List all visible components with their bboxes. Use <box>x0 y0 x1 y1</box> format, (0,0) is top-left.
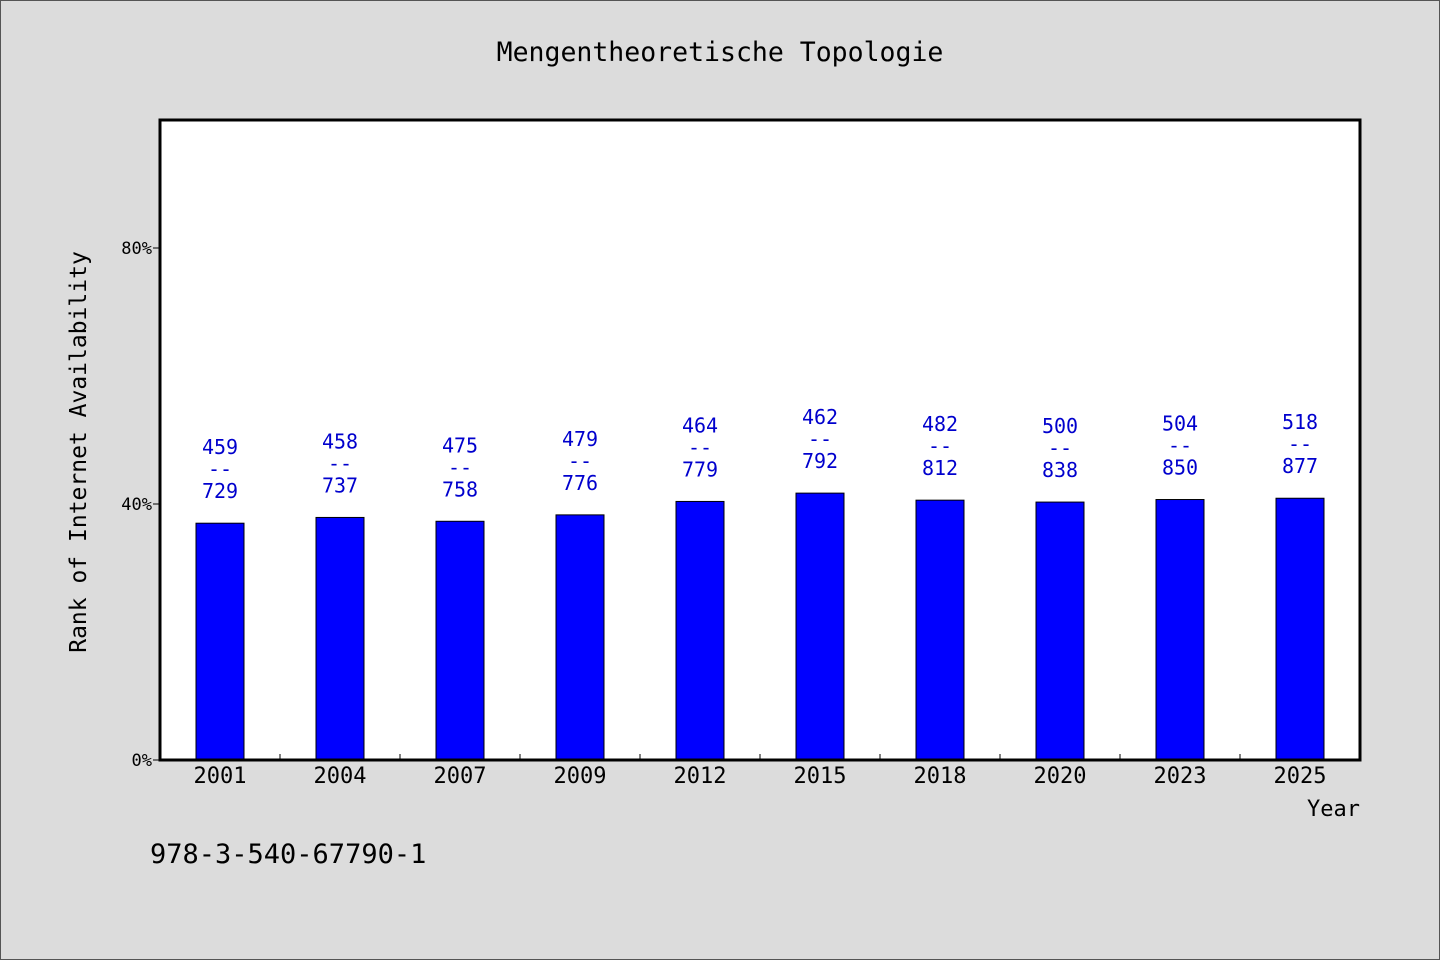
x-tick-label-2023: 2023 <box>1154 764 1207 789</box>
data-label-2023-line-1: 504 <box>1162 412 1198 436</box>
bar-2004 <box>315 516 365 761</box>
x-tick-label-2025: 2025 <box>1274 764 1327 789</box>
data-label-2012-line-2: -- <box>688 435 712 459</box>
data-label-2001-line-2: -- <box>208 457 232 481</box>
x-axis-label: Year <box>1307 797 1360 822</box>
x-tick-label-2020: 2020 <box>1034 764 1087 789</box>
chart-title: Mengentheoretische Topologie <box>497 37 944 68</box>
bar-2020 <box>1035 501 1085 761</box>
data-label-2012-line-1: 464 <box>682 413 718 437</box>
bar-2015 <box>795 492 845 761</box>
data-label-2009-line-3: 776 <box>562 471 598 495</box>
bar-2009 <box>555 514 605 761</box>
y-axis-label: Rank of Internet Availability <box>66 251 92 653</box>
bars-layer <box>195 492 1325 761</box>
data-label-2020-line-1: 500 <box>1042 414 1078 438</box>
data-label-2025-line-1: 518 <box>1282 410 1318 434</box>
x-tick-label-2001: 2001 <box>194 764 247 789</box>
data-label-2007-line-2: -- <box>448 455 472 479</box>
data-label-2009-line-1: 479 <box>562 427 598 451</box>
y-tick-label: 40% <box>121 495 152 515</box>
data-label-2023-line-3: 850 <box>1162 456 1198 480</box>
data-label-2018-line-1: 482 <box>922 412 958 436</box>
data-label-2001-line-1: 459 <box>202 435 238 459</box>
data-labels-layer: 459--729458--737475--758479--776464--779… <box>202 405 1318 503</box>
data-label-2007-line-1: 475 <box>442 433 478 457</box>
y-tick-label: 0% <box>132 751 152 771</box>
bar-2012 <box>675 500 725 761</box>
data-label-2001-line-3: 729 <box>202 479 238 503</box>
data-label-2007-line-3: 758 <box>442 477 478 501</box>
bar-2025 <box>1275 497 1325 761</box>
data-label-2004-line-1: 458 <box>322 429 358 453</box>
data-label-2015-line-2: -- <box>808 427 832 451</box>
bar-2018 <box>915 499 965 761</box>
data-label-2015-line-1: 462 <box>802 405 838 429</box>
data-label-2018-line-3: 812 <box>922 456 958 480</box>
y-tick-label: 80% <box>121 239 152 259</box>
data-label-2004-line-2: -- <box>328 451 352 475</box>
data-label-2023-line-2: -- <box>1168 434 1192 458</box>
bar-2001 <box>195 522 245 761</box>
data-label-2009-line-2: -- <box>568 449 592 473</box>
x-tick-label-2012: 2012 <box>674 764 727 789</box>
bar-2023 <box>1155 499 1205 761</box>
data-label-2004-line-3: 737 <box>322 473 358 497</box>
data-label-2025-line-3: 877 <box>1282 454 1318 478</box>
data-label-2020-line-3: 838 <box>1042 458 1078 482</box>
y-axis: 0% 40% 80% <box>121 239 160 771</box>
x-tick-label-2004: 2004 <box>314 764 367 789</box>
data-label-2020-line-2: -- <box>1048 436 1072 460</box>
data-label-2018-line-2: -- <box>928 434 952 458</box>
annotation-text: 978-3-540-67790-1 <box>150 839 426 870</box>
x-tick-label-2009: 2009 <box>554 764 607 789</box>
data-label-2015-line-3: 792 <box>802 449 838 473</box>
x-tick-label-2015: 2015 <box>794 764 847 789</box>
data-label-2025-line-2: -- <box>1288 432 1312 456</box>
bar-2007 <box>435 520 485 761</box>
x-tick-label-2018: 2018 <box>914 764 967 789</box>
x-axis: 2001 2004 2007 2009 2012 2015 2018 2020 2023 2025 <box>194 754 1327 789</box>
x-tick-label-2007: 2007 <box>434 764 487 789</box>
data-label-2012-line-3: 779 <box>682 457 718 481</box>
